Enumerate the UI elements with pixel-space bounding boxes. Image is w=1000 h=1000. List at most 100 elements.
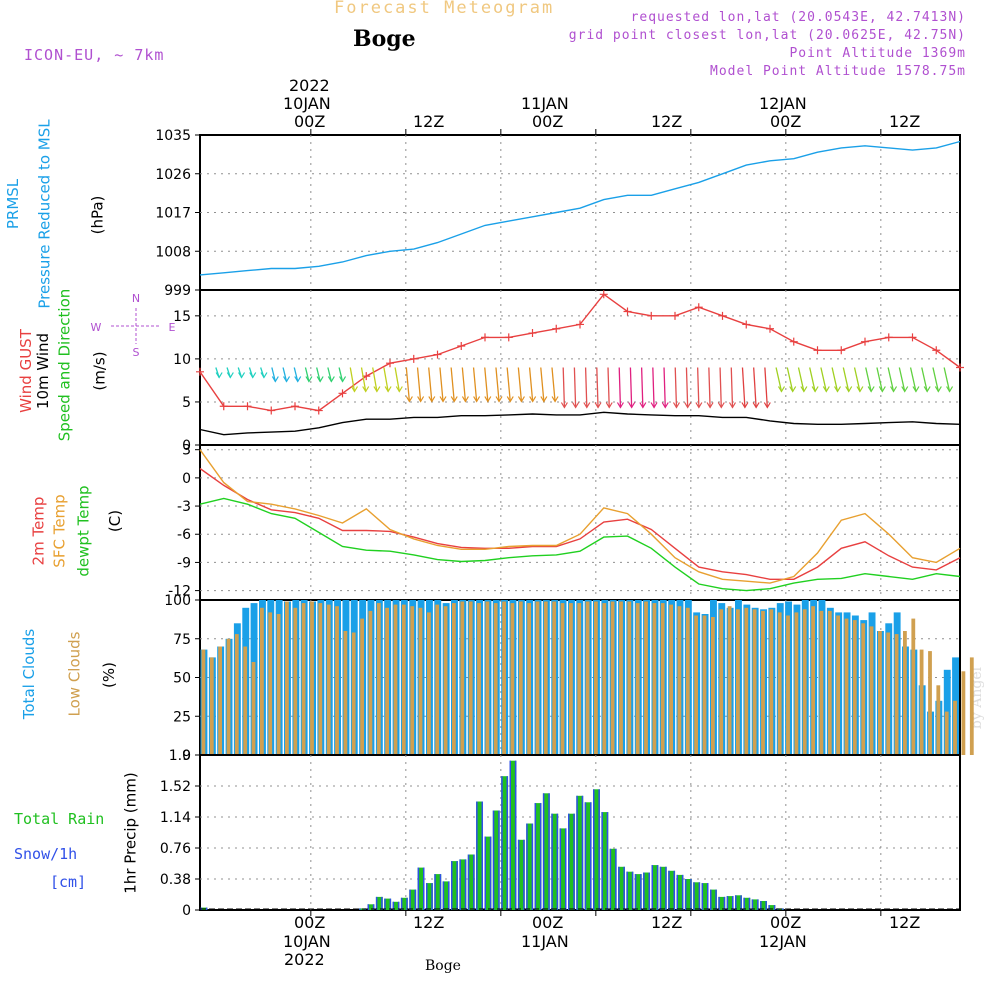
bar-total-clouds-44 xyxy=(568,600,575,755)
bar-total-clouds-62 xyxy=(718,603,726,755)
ytick-label-p3-3: -6 xyxy=(177,527,191,543)
wind-arrow-19 xyxy=(428,367,433,402)
bar-low-clouds-63 xyxy=(727,606,732,755)
bar-total-clouds-5 xyxy=(242,607,250,756)
wind-arrowhead-21 xyxy=(450,396,458,403)
wind-arrow-27 xyxy=(517,367,523,402)
compass-cross xyxy=(111,308,161,344)
p3-label-2m: 2m Temp xyxy=(29,496,48,566)
bar-snow-edge-32 xyxy=(467,854,470,910)
bar-snow-edge-r-67 xyxy=(765,901,767,910)
bar-low-clouds-49 xyxy=(610,601,615,755)
bar-total-rain-41 xyxy=(542,793,550,910)
gust-marker-11 xyxy=(457,341,466,350)
bar-low-clouds-65 xyxy=(744,607,749,756)
ytick-label-p3-2: -3 xyxy=(177,499,191,515)
bar-snow-edge-r-54 xyxy=(656,865,659,910)
gust-marker-31 xyxy=(932,346,941,355)
bar-low-clouds-60 xyxy=(702,615,707,755)
bar-total-clouds-53 xyxy=(643,600,650,755)
gust-marker-25 xyxy=(789,337,798,346)
top-year-label: 2022 xyxy=(289,76,330,95)
bar-snow-edge-r-33 xyxy=(481,801,483,910)
wind-arrowhead-50 xyxy=(777,386,786,393)
bar-total-clouds-56 xyxy=(668,600,676,755)
bar-total-rain-20 xyxy=(367,904,375,910)
ytick-label-p4-0: 100 xyxy=(164,593,191,609)
bar-total-clouds-51 xyxy=(626,600,634,755)
bar-total-rain-44 xyxy=(568,813,575,910)
bar-snow-edge-19 xyxy=(359,908,361,910)
bar-snow-edge-r-26 xyxy=(423,867,425,910)
bar-total-clouds-19 xyxy=(359,600,367,755)
p2-label-unit: (m/s) xyxy=(90,351,109,391)
wind-arrow-12 xyxy=(349,367,356,392)
bar-total-clouds-54 xyxy=(651,600,659,755)
wind-arrowhead-13 xyxy=(362,386,370,393)
gust-marker-16 xyxy=(576,320,584,329)
gust-marker-26 xyxy=(813,346,822,355)
wind-arrow-42 xyxy=(685,367,689,408)
bar-total-clouds-89 xyxy=(943,669,951,756)
p5-label-rain: Total Rain xyxy=(14,810,105,828)
bar-total-clouds-59 xyxy=(693,612,701,755)
bar-snow-edge-r-59 xyxy=(698,882,701,910)
ytick-label-p5-5: 0 xyxy=(182,903,191,919)
bar-total-rain-32 xyxy=(467,854,475,910)
bar-total-clouds-28 xyxy=(434,600,442,755)
ytick-label-p2-1: 10 xyxy=(173,352,191,368)
bar-snow-edge-r-56 xyxy=(673,870,675,910)
ytick-label-p4-1: 75 xyxy=(173,632,191,648)
bar-total-clouds-45 xyxy=(576,600,584,755)
gust-marker-9 xyxy=(409,354,418,363)
wind-arrow-37 xyxy=(629,367,633,408)
gust-marker-18 xyxy=(623,307,632,316)
bar-snow-edge-41 xyxy=(542,793,545,910)
bar-total-clouds-17 xyxy=(342,600,350,755)
bar-snow-edge-r-52 xyxy=(640,874,642,910)
bar-snow-edge-r-32 xyxy=(473,854,475,910)
bar-total-rain-45 xyxy=(576,795,584,910)
top-tick-2: 00Z xyxy=(532,112,564,131)
panel-frame-3 xyxy=(199,444,961,601)
bar-total-clouds-40 xyxy=(534,600,542,755)
bar-total-clouds-31 xyxy=(459,600,467,755)
bar-low-clouds-52 xyxy=(635,603,640,755)
bar-snow-edge-r-65 xyxy=(748,897,751,910)
bar-snow-edge-r-46 xyxy=(590,802,592,910)
wind-arrowhead-57 xyxy=(856,386,864,393)
gust-marker-8 xyxy=(386,359,394,368)
ytick-label-p1-1: 1026 xyxy=(155,167,191,183)
bar-low-clouds-46 xyxy=(585,601,590,755)
wind-arrowhead-28 xyxy=(529,396,537,403)
wind-arrow-60 xyxy=(887,367,895,392)
bar-low-clouds-16 xyxy=(335,606,339,755)
bar-low-clouds-18 xyxy=(351,632,356,755)
bar-snow-edge-r-53 xyxy=(648,872,650,910)
wind-arrow-52 xyxy=(797,367,805,392)
ytick-label-p3-5: -12 xyxy=(168,584,191,600)
bar-low-clouds-74 xyxy=(819,610,824,755)
bar-total-clouds-58 xyxy=(684,600,692,755)
bar-snow-edge-23 xyxy=(392,901,395,910)
bar-snow-edge-r-35 xyxy=(498,810,500,910)
bar-snow-edge-r-19 xyxy=(364,908,366,910)
bar-snow-edge-30 xyxy=(451,861,453,910)
compass-n: N xyxy=(132,292,140,305)
gust-marker-14 xyxy=(528,329,537,338)
wind-arrow-22 xyxy=(461,367,467,402)
wind-arrow-20 xyxy=(439,367,444,402)
wind-arrow-38 xyxy=(640,367,644,408)
bar-low-clouds-32 xyxy=(468,601,473,755)
bar-low-clouds-21 xyxy=(376,603,381,755)
bar-snow-edge-46 xyxy=(584,802,587,910)
bar-low-clouds-71 xyxy=(794,612,799,755)
bar-low-clouds-91 xyxy=(961,671,966,755)
panel-frame-1 xyxy=(199,134,961,291)
bar-total-clouds-32 xyxy=(467,600,475,755)
bar-total-clouds-90 xyxy=(952,657,959,755)
bar-snow-edge-r-21 xyxy=(381,896,383,910)
bar-snow-edge-r-42 xyxy=(556,813,559,910)
p4-label-unit: (%) xyxy=(99,662,118,688)
bar-low-clouds-1 xyxy=(209,657,214,755)
